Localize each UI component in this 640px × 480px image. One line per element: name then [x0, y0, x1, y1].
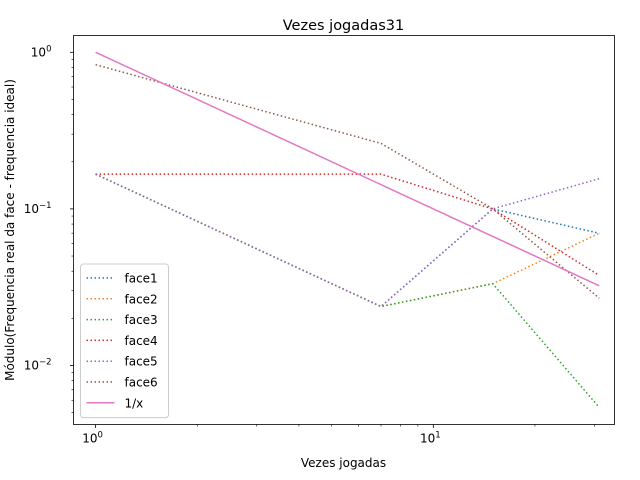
y-axis-label: Módulo(Frequencia real da face - frequen… [3, 79, 17, 381]
tick-layer: 100 101 10−2 10−1 100 [24, 44, 595, 446]
legend-label: face4 [125, 334, 158, 348]
x-tick-label: 101 [420, 431, 441, 446]
series-line-face5 [95, 173, 600, 308]
series-line-face4 [95, 173, 600, 277]
y-tick-label: 10−1 [24, 201, 52, 216]
legend-label: 1/x [125, 396, 144, 410]
series-line-face6 [95, 63, 600, 299]
chart-title: Vezes jogadas31 [283, 18, 405, 34]
legend: face1 face2 face3 face4 face5 face6 1/x [80, 263, 169, 419]
y-tick-label: 10−2 [24, 357, 52, 372]
series-line-1-x [95, 51, 600, 287]
legend-label: face2 [125, 292, 158, 306]
y-tick-label: 100 [31, 44, 52, 59]
legend-box [80, 263, 169, 419]
legend-label: face3 [125, 313, 158, 327]
legend-label: face6 [125, 376, 158, 390]
series-layer [95, 51, 600, 408]
axes-frame [73, 35, 615, 425]
x-axis-label: Vezes jogadas [301, 456, 386, 470]
legend-label: face5 [125, 355, 158, 369]
x-tick-label: 100 [82, 431, 103, 446]
legend-label: face1 [125, 272, 158, 286]
